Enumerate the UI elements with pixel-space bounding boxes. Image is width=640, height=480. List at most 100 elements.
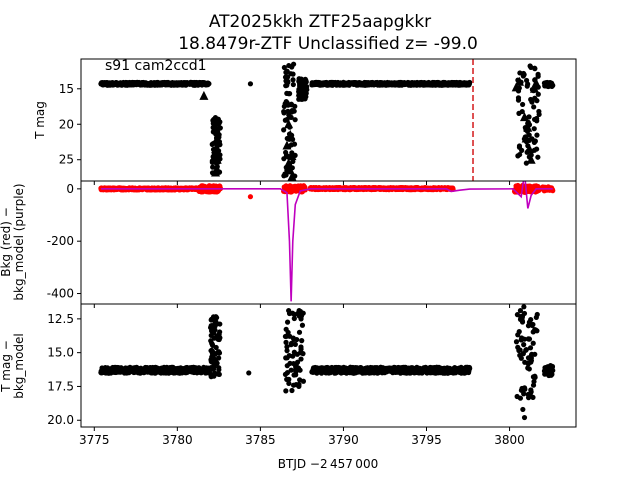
bottom-cluster-point xyxy=(514,393,520,400)
bottom-cluster-point xyxy=(295,365,302,371)
top-cluster-point xyxy=(515,97,522,103)
bottom-cluster-point xyxy=(291,311,297,318)
top-cluster-point xyxy=(281,64,287,71)
background-panel: 0 -200 -400 xyxy=(47,180,577,308)
bottom-cluster-point xyxy=(526,336,532,342)
top-cluster-point xyxy=(288,114,294,120)
bottom-cluster-point xyxy=(284,348,290,354)
upper-limit-triangle xyxy=(287,151,297,161)
bottom-single-point xyxy=(526,393,533,399)
top-cluster-point xyxy=(289,108,295,114)
bottom-cluster-point xyxy=(217,321,223,327)
bottom-cluster-point xyxy=(290,382,297,388)
bottom-cluster-point xyxy=(300,378,307,384)
top-cluster-point xyxy=(534,132,540,138)
bkg-model-line xyxy=(100,181,553,302)
x-axis-label: BTJD −2 457 000 xyxy=(278,457,378,471)
bottom-cluster-point xyxy=(211,364,217,370)
bottom-single-point xyxy=(520,406,526,413)
bottom-cluster-point xyxy=(217,335,223,341)
bottom-cluster-point xyxy=(283,355,289,361)
top-cluster-point xyxy=(292,117,298,123)
bottom-cluster-point xyxy=(521,336,528,342)
bottom-cluster-point xyxy=(527,345,534,351)
upper-limit-triangle xyxy=(521,133,531,143)
bottom-cluster-point xyxy=(529,322,535,328)
top-cluster-point xyxy=(288,71,294,77)
bottom-cluster-point xyxy=(299,322,306,328)
bottom-single-point xyxy=(521,414,528,421)
bottom-cluster-point xyxy=(532,373,538,379)
upper-limit-triangle xyxy=(212,154,222,164)
top-cluster-point xyxy=(297,84,303,90)
top-cluster-point xyxy=(290,81,296,88)
top-cluster-point xyxy=(529,136,535,142)
upper-limit-triangle xyxy=(284,158,294,168)
top-cluster-point xyxy=(527,63,533,69)
upper-limit-triangle xyxy=(295,87,305,97)
upper-limit-triangle xyxy=(529,83,539,93)
top-cluster-point xyxy=(529,99,535,105)
middle-y-tick-label: -400 xyxy=(47,287,74,301)
top-cluster-point xyxy=(524,83,530,89)
bottom-cluster-point xyxy=(298,346,304,352)
middle-panel-marks xyxy=(98,181,556,302)
bottom-cluster-point xyxy=(216,355,222,361)
bkg-single-point xyxy=(247,194,254,200)
bottom-cluster-point xyxy=(517,347,523,353)
bottom-panel-ylabel-line1: T mag − xyxy=(0,340,13,393)
bottom-cluster-point xyxy=(296,329,303,335)
top-cluster-point xyxy=(282,74,289,80)
bottom-cluster-point xyxy=(208,323,214,329)
bottom-cluster-point xyxy=(534,311,540,318)
bottom-cluster-point xyxy=(298,356,304,362)
bottom-cluster-point xyxy=(212,327,218,333)
bottom-cluster-point xyxy=(299,338,305,344)
bottom-cluster-point xyxy=(286,380,292,387)
bottom-cluster-point xyxy=(284,319,291,325)
bottom-cluster-point xyxy=(283,333,290,339)
x-tick-label: 3800 xyxy=(494,433,525,447)
top-cluster-point xyxy=(516,144,523,150)
bottom-cluster-point xyxy=(216,365,222,371)
top-cluster-point xyxy=(535,91,541,97)
upper-limit-triangle xyxy=(285,165,295,175)
top-panel-marks xyxy=(98,59,556,181)
bottom-cluster-point xyxy=(287,360,293,366)
bottom-cluster-point xyxy=(521,304,527,310)
bottom-cluster-point xyxy=(208,338,214,344)
bottom-cluster-point xyxy=(519,314,525,321)
top-cluster-point xyxy=(526,114,532,120)
upper-limit-triangle xyxy=(515,76,525,86)
bottom-cluster-point xyxy=(522,359,528,365)
top-cluster-point xyxy=(290,61,297,67)
top-cluster-point xyxy=(281,127,287,133)
top-data-point xyxy=(467,79,473,86)
bottom-cluster-point xyxy=(211,356,217,362)
bottom-cluster-point xyxy=(210,349,216,355)
bottom-cluster-point xyxy=(288,342,294,348)
x-tick-label: 3775 xyxy=(79,433,110,447)
bottom-cluster-point xyxy=(208,374,214,380)
upper-limit-triangle xyxy=(284,119,294,129)
upper-limit-triangle xyxy=(511,82,521,92)
bottom-cluster-point xyxy=(300,310,306,316)
top-cluster-point xyxy=(536,111,542,118)
bottom-cluster-point xyxy=(283,339,289,345)
magnitude-panel: 15 20 25 xyxy=(59,58,577,185)
corrected-magnitude-panel: 12.5 15.0 17.5 20.0 3775 3780 3785 3790 3795 3800 xyxy=(47,303,577,447)
bottom-cluster-point xyxy=(286,376,292,382)
middle-panel-ylabel-line2: bkg_model (purple) xyxy=(12,183,26,300)
upper-limit-triangle xyxy=(520,112,530,122)
top-cluster-point xyxy=(534,146,540,152)
upper-limit-triangle xyxy=(199,90,209,100)
upper-limit-triangle xyxy=(523,122,533,132)
top-cluster-point xyxy=(535,71,541,77)
bottom-data-point xyxy=(550,367,556,374)
bottom-single-point xyxy=(246,370,252,376)
upper-limit-triangle xyxy=(211,122,221,132)
middle-panel-ylabel-line1: Bkg (red) − xyxy=(0,207,13,277)
x-tick-label: 3790 xyxy=(328,433,359,447)
bottom-single-point xyxy=(289,387,295,394)
